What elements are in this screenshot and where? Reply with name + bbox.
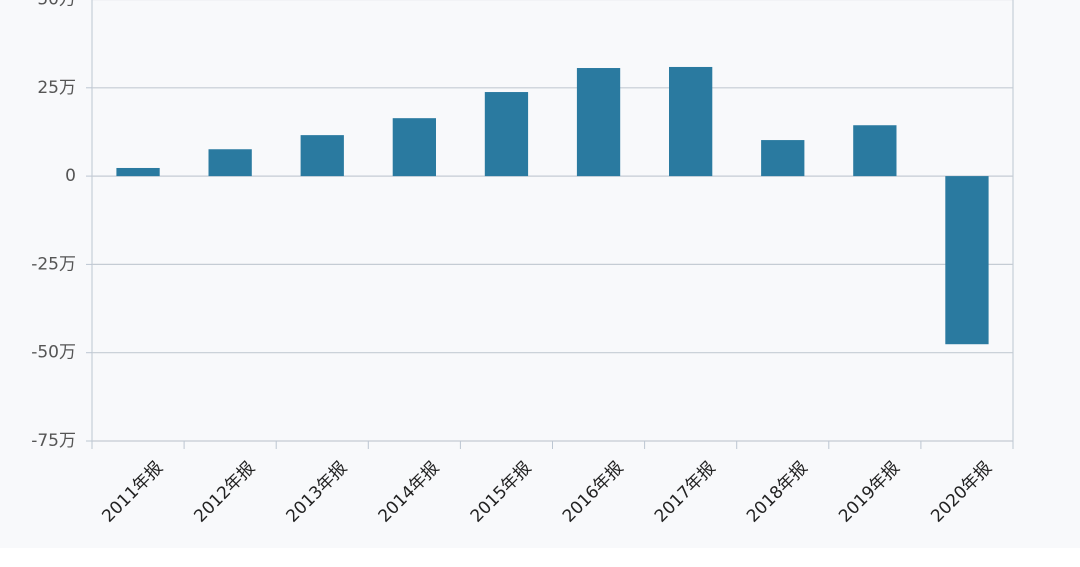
bar bbox=[576, 68, 621, 177]
y-tick-label: -50万 bbox=[31, 343, 76, 363]
y-tick-label: 0 bbox=[65, 166, 76, 186]
bar bbox=[669, 66, 713, 177]
bar bbox=[208, 149, 252, 177]
bar bbox=[945, 176, 989, 345]
y-tick-label: -75万 bbox=[31, 431, 76, 451]
y-tick-label: -25万 bbox=[31, 254, 76, 274]
chart-background bbox=[0, 0, 1080, 548]
bar bbox=[116, 167, 160, 177]
bar bbox=[484, 92, 529, 177]
bar bbox=[761, 140, 805, 177]
y-tick-label: 25万 bbox=[37, 78, 76, 98]
bar bbox=[853, 125, 897, 177]
bar bbox=[300, 135, 344, 177]
y-tick-label: 50万 bbox=[37, 0, 76, 10]
bar bbox=[392, 118, 436, 177]
